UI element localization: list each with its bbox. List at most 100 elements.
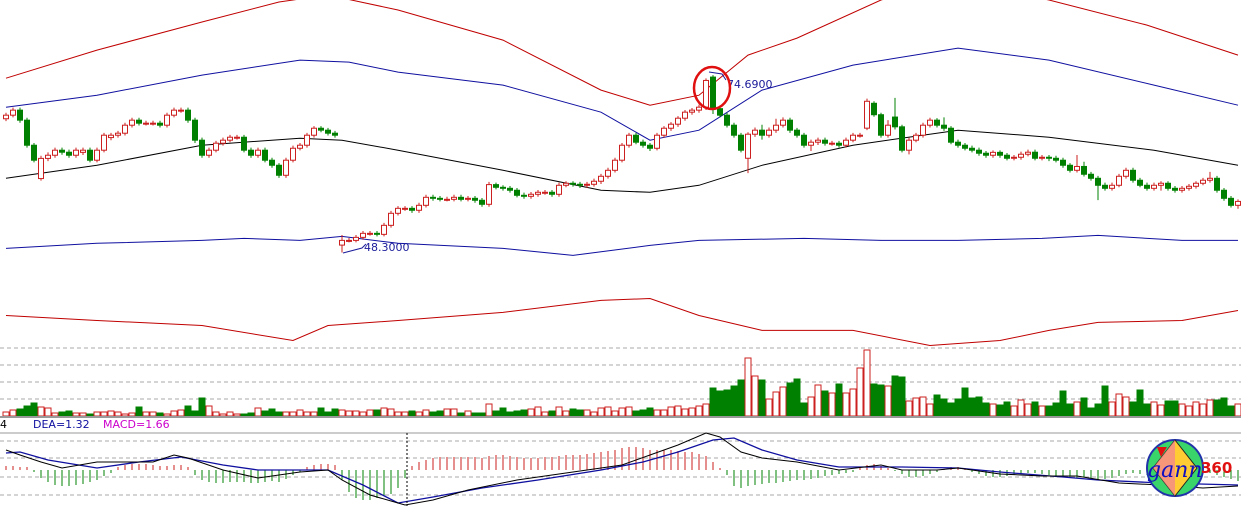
candle: [52, 147, 58, 158]
volume-bar: [597, 407, 605, 417]
volume-bar: [443, 408, 451, 417]
volume-bar: [170, 410, 178, 417]
candle: [878, 112, 884, 138]
volume-bar: [450, 408, 458, 417]
candle: [430, 194, 436, 201]
candle: [1102, 182, 1108, 191]
volume-bar: [723, 389, 731, 417]
low-pointer-line: [342, 243, 367, 254]
candle: [717, 106, 723, 118]
candle: [80, 147, 86, 156]
volume-bar: [632, 410, 640, 417]
candle-body: [346, 239, 352, 242]
volume-bar: [695, 405, 703, 417]
candle-body: [654, 134, 660, 149]
candle: [1130, 167, 1136, 183]
candle: [864, 98, 870, 131]
volume-bar: [646, 407, 654, 417]
volume-bar: [1073, 401, 1081, 417]
candle-body: [864, 100, 870, 129]
candle-body: [1186, 185, 1192, 189]
volume-bar: [37, 406, 45, 417]
volume-bar: [135, 406, 143, 417]
candle-body: [486, 184, 492, 205]
candle: [1060, 157, 1066, 168]
candle-body: [1032, 151, 1038, 159]
volume-bar: [184, 405, 192, 417]
candle-body: [563, 182, 569, 186]
volume-bar: [779, 386, 787, 417]
candle-body: [1144, 184, 1150, 189]
candle-body: [1214, 177, 1220, 191]
candle: [367, 230, 373, 236]
candle-body: [640, 141, 646, 146]
candle: [472, 196, 478, 203]
candle-body: [1123, 169, 1129, 177]
volume-bar: [1234, 403, 1241, 417]
macd-label: MACD=1.66: [103, 418, 170, 431]
candle: [787, 117, 793, 133]
candle-body: [612, 159, 618, 171]
candle-body: [1018, 153, 1024, 158]
candle-body: [248, 149, 254, 156]
volume-bar: [639, 409, 647, 417]
candle: [969, 145, 975, 153]
volume-bar: [2, 411, 10, 417]
candle-body: [703, 79, 709, 108]
candle-body: [633, 134, 639, 143]
candle: [381, 222, 387, 237]
volume-bar: [156, 412, 164, 417]
volume-bar: [569, 408, 577, 417]
candle-body: [773, 124, 779, 131]
candle-body: [682, 111, 688, 119]
candle: [122, 122, 128, 136]
candle: [220, 137, 226, 146]
candle: [934, 118, 940, 128]
candle-body: [815, 139, 821, 143]
candle: [626, 132, 632, 148]
candle-body: [745, 133, 751, 159]
candle-body: [997, 151, 1003, 156]
candle: [304, 132, 310, 148]
candle-body: [689, 109, 695, 113]
candle-body: [423, 196, 429, 206]
volume-bar: [737, 379, 745, 417]
candle-body: [871, 102, 877, 116]
candle-body: [59, 149, 65, 153]
candle: [444, 196, 450, 202]
band-line-0: [5, 0, 1239, 106]
volume-bar: [842, 392, 850, 417]
candle-body: [808, 141, 814, 146]
candle: [1179, 185, 1185, 193]
volume-bar: [422, 409, 430, 417]
candle-body: [514, 189, 520, 196]
volume-bar: [394, 411, 402, 417]
volume-bar: [681, 408, 689, 417]
candle: [458, 194, 464, 202]
candle: [822, 137, 828, 146]
volume-bar: [499, 407, 507, 417]
candle: [731, 122, 737, 138]
candle: [563, 181, 569, 188]
candle-body: [304, 134, 310, 146]
candle-body: [360, 232, 366, 238]
candle: [1207, 171, 1213, 183]
logo-gann-text: gann: [1147, 458, 1203, 483]
candle-body: [1046, 156, 1052, 159]
candle-body: [983, 152, 989, 156]
volume-bar: [1206, 399, 1214, 417]
volume-bar: [520, 409, 528, 417]
candle: [794, 127, 800, 138]
candle: [346, 238, 352, 243]
volume-bar: [1003, 401, 1011, 417]
candle-body: [164, 114, 170, 126]
candle-body: [766, 129, 772, 136]
candle: [416, 202, 422, 213]
high-price-label: 74.6900: [727, 78, 773, 91]
candle-body: [752, 129, 758, 135]
candle: [675, 116, 681, 127]
candle-body: [941, 124, 947, 129]
volume-bar: [121, 413, 129, 417]
candle-body: [262, 149, 268, 161]
candle-body: [297, 144, 303, 149]
